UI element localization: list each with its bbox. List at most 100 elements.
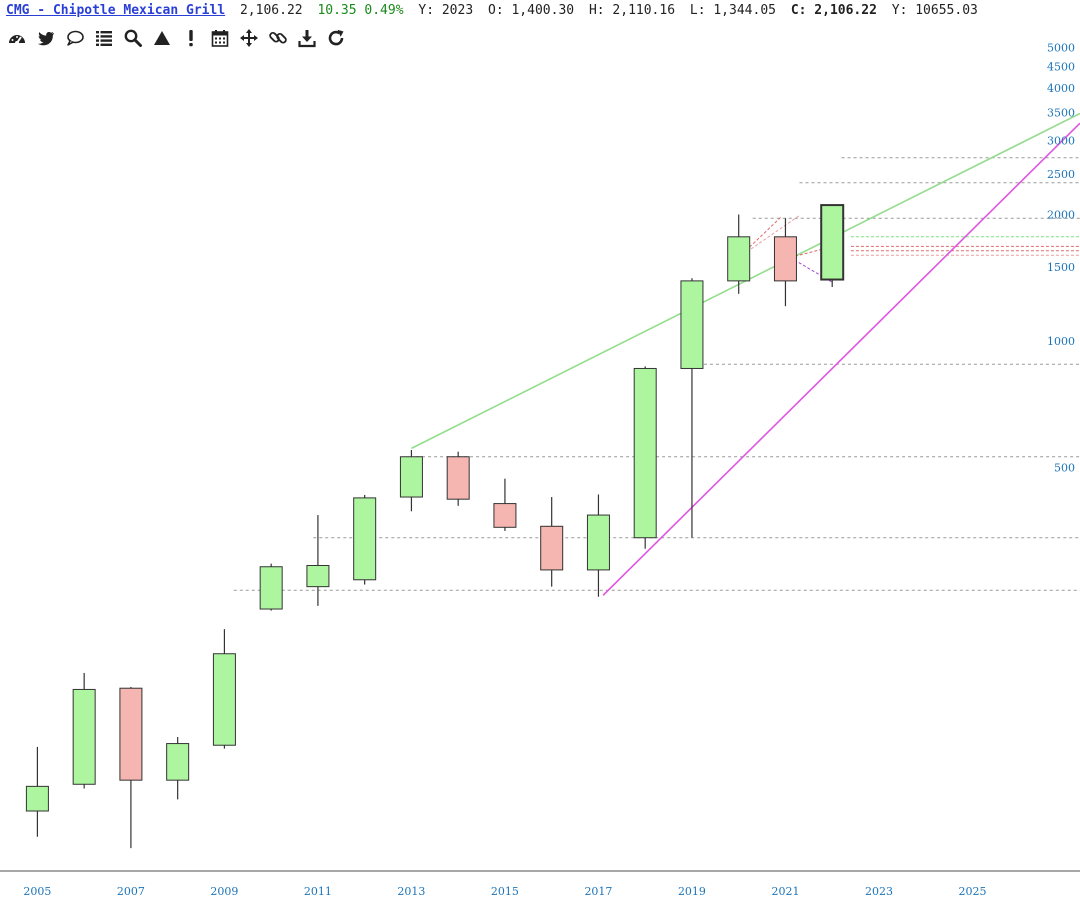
price-change-percent: 0.49% [364, 3, 404, 18]
search-button[interactable] [120, 26, 145, 50]
candle-2005[interactable] [25, 746, 49, 837]
x-tick-label: 2011 [304, 885, 332, 898]
period-label: Y: [418, 3, 435, 18]
candle-2022[interactable] [820, 204, 845, 288]
y-tick-label: 2000 [1047, 209, 1075, 222]
candle-body [25, 785, 49, 812]
high-label: H: [588, 3, 605, 18]
candle-body [773, 236, 797, 282]
exclamation-icon [188, 30, 193, 47]
candle-body [353, 497, 377, 581]
candle-2008[interactable] [166, 737, 190, 800]
candle-2020[interactable] [727, 214, 751, 294]
candle-2017[interactable] [586, 494, 610, 597]
candle-body [680, 280, 704, 369]
high-value: 2,110.16 [612, 3, 676, 18]
download-button[interactable] [294, 26, 319, 50]
triangle-button[interactable] [149, 26, 174, 50]
symbol-link[interactable]: CMG - Chipotle Mexican Grill [6, 3, 226, 18]
candle-body [212, 653, 236, 746]
x-tick-label: 2023 [865, 885, 893, 898]
y-tick-label: 4000 [1047, 82, 1075, 95]
refresh-button[interactable] [323, 26, 348, 50]
refresh-icon [328, 29, 343, 46]
quote-header: CMG - Chipotle Mexican Grill 2,106.22 10… [6, 3, 978, 23]
move-button[interactable] [236, 26, 261, 50]
y-tick-label: 2500 [1047, 168, 1075, 181]
close-value: 2,106.22 [814, 3, 877, 18]
comment-icon [66, 30, 84, 46]
candle-2012[interactable] [353, 494, 377, 585]
period-value: 2023 [441, 3, 474, 18]
x-tick-label: 2017 [584, 885, 612, 898]
y-tick-label: 3000 [1047, 135, 1075, 148]
open-label: O: [488, 3, 504, 18]
candle-body [446, 456, 470, 500]
price-change: 10.35 [317, 3, 357, 18]
alert-button[interactable] [178, 26, 203, 50]
candle-2007[interactable] [119, 686, 143, 849]
y-tick-label: 4500 [1047, 61, 1075, 74]
annotation-line-3 [790, 243, 842, 259]
candle-body [72, 688, 96, 785]
download-icon [297, 30, 316, 48]
comment-button[interactable] [62, 26, 87, 50]
x-tick-label: 2005 [23, 885, 51, 898]
y-tick-label: 1500 [1047, 261, 1075, 274]
candle-body [259, 566, 283, 610]
link-button[interactable] [265, 26, 290, 50]
x-tick-label: 2021 [771, 885, 799, 898]
x-tick-label: 2019 [678, 885, 706, 898]
x-tick-label: 2025 [958, 885, 986, 898]
volume-label: Y: [891, 3, 908, 18]
chart-toolbar [4, 26, 348, 50]
candle-body [586, 514, 610, 571]
volume-value: 10655.03 [915, 3, 978, 18]
candle-body [306, 564, 330, 588]
low-value: 1,344.05 [713, 3, 776, 18]
y-axis-ticks: 500 1000 1500 2000 2500 3000 3500 4000 4500 5000 [1047, 41, 1075, 474]
candle-body [119, 687, 143, 781]
candle-body [399, 456, 423, 498]
candle-2015[interactable] [493, 478, 517, 531]
low-label: L: [689, 3, 706, 18]
candle-2011[interactable] [306, 515, 330, 606]
candle-body [493, 503, 517, 528]
candle-body [633, 367, 657, 539]
price-level-lines [233, 157, 1080, 591]
twitter-button[interactable] [33, 26, 58, 50]
close-label: C: [790, 3, 807, 18]
candle-2019[interactable] [680, 278, 704, 538]
x-tick-label: 2013 [397, 885, 425, 898]
candle-body [820, 204, 845, 281]
candle-2018[interactable] [633, 366, 657, 549]
trendline-1[interactable] [602, 122, 1080, 596]
candle-2016[interactable] [540, 497, 564, 587]
calendar-button[interactable] [207, 26, 232, 50]
candle-2010[interactable] [259, 563, 283, 611]
list-button[interactable] [91, 26, 116, 50]
triangle-icon [153, 31, 170, 45]
y-tick-label: 1000 [1047, 335, 1075, 348]
y-tick-label: 5000 [1047, 41, 1075, 54]
x-tick-label: 2009 [210, 885, 238, 898]
candle-body [727, 236, 751, 282]
x-tick-label: 2007 [117, 885, 145, 898]
x-tick-label: 2015 [491, 885, 519, 898]
candle-2009[interactable] [212, 629, 236, 749]
last-price: 2,106.22 [239, 3, 303, 18]
candle-2014[interactable] [446, 451, 470, 506]
list-icon [95, 31, 112, 46]
y-tick-label: 500 [1054, 461, 1075, 474]
candle-2013[interactable] [399, 450, 423, 512]
candle-2021[interactable] [773, 218, 797, 307]
open-value: 1,400.30 [511, 3, 575, 18]
link-icon [268, 31, 287, 44]
y-tick-label: 3500 [1047, 106, 1075, 119]
candle-2006[interactable] [72, 672, 96, 789]
candles[interactable] [25, 204, 845, 849]
candle-body [540, 525, 564, 571]
dashboard-button[interactable] [4, 26, 29, 50]
search-icon [124, 29, 142, 47]
